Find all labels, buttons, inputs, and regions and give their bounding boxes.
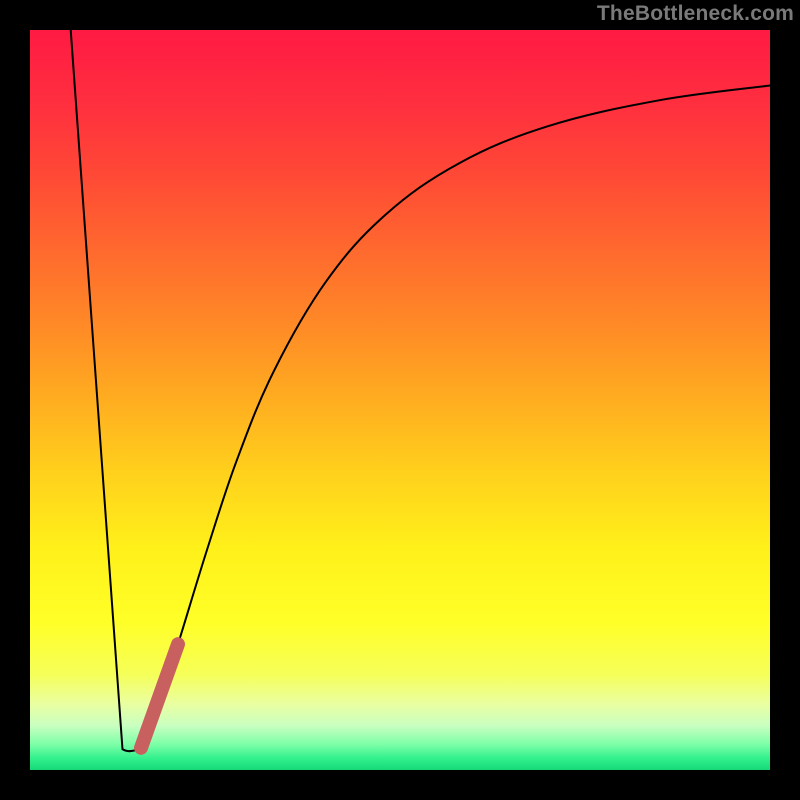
gradient-background	[30, 30, 770, 770]
watermark-text: TheBottleneck.com	[597, 2, 794, 26]
bottleneck-chart-svg	[0, 0, 800, 800]
plot-area	[30, 30, 770, 770]
chart-frame: TheBottleneck.com	[0, 0, 800, 800]
